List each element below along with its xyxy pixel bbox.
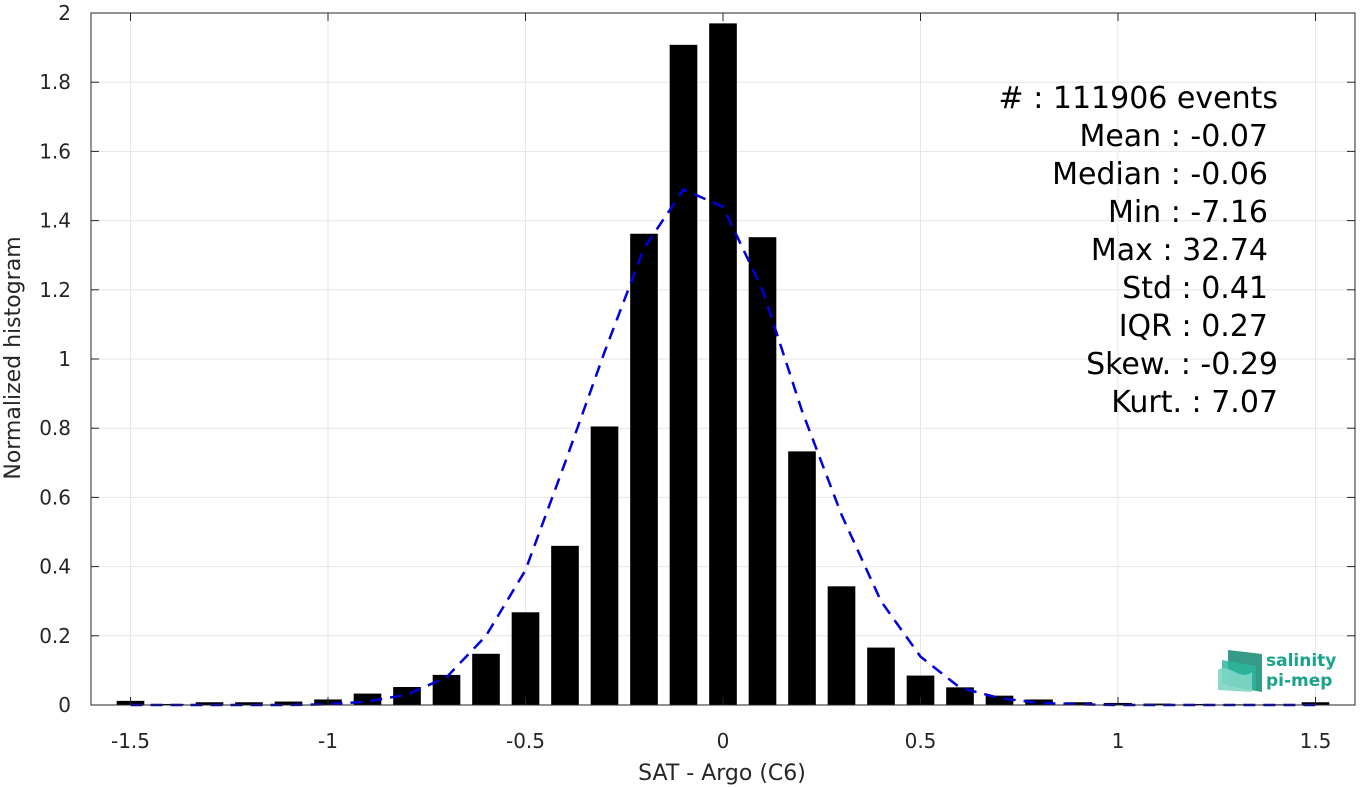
bar-27	[1183, 703, 1211, 705]
bar-1	[156, 703, 184, 705]
y-tick-label-9: 1.8	[39, 70, 71, 94]
x-tick-label-3: 0	[717, 729, 730, 753]
bar-15	[709, 23, 737, 705]
gaussian-fit-line	[130, 187, 1316, 707]
bar-17	[788, 451, 816, 705]
bar-16	[748, 237, 777, 705]
y-tick-label-8: 1.6	[39, 139, 71, 163]
y-tick-label-6: 1.2	[39, 278, 71, 302]
x-axis-label: SAT - Argo (C6)	[638, 761, 806, 786]
axis-ticks	[91, 12, 1355, 706]
bar-11	[551, 545, 579, 705]
stat-std: Std : 0.41	[1122, 271, 1268, 306]
bar-14	[669, 44, 698, 705]
bar-4	[274, 701, 303, 705]
bar-23	[1025, 699, 1053, 705]
stat-median: Median : -0.06	[1052, 157, 1268, 192]
y-tick-label-0: 0	[58, 693, 71, 717]
bar-26	[1143, 703, 1172, 705]
stat-mean: Mean : -0.07	[1079, 119, 1268, 154]
x-tick-label-6: 1.5	[1300, 729, 1332, 753]
bar-3	[235, 702, 263, 705]
y-tick-label-10: 2	[58, 1, 71, 25]
y-tick-labels: 0 0.2 0.4 0.6 0.8 1 1.2 1.4 1.6 1.8 2	[39, 1, 71, 717]
y-tick-label-5: 1	[58, 347, 71, 371]
stat-max: Max : 32.74	[1091, 233, 1268, 268]
y-tick-label-2: 0.4	[39, 555, 71, 579]
x-tick-labels: -1.5 -1 -0.5 0 0.5 1 1.5	[111, 729, 1331, 753]
stat-kurt: Kurt. : 7.07	[1111, 385, 1278, 420]
bar-21	[946, 687, 974, 705]
y-tick-label-4: 0.8	[39, 416, 71, 440]
x-tick-label-1: -1	[318, 729, 338, 753]
bar-8	[432, 674, 461, 705]
stat-events: # : 111906 events	[999, 81, 1278, 116]
bar-19	[867, 647, 895, 705]
y-tick-label-3: 0.6	[39, 485, 71, 509]
stat-min: Min : -7.16	[1108, 195, 1268, 230]
bar-18	[827, 586, 856, 705]
y-tick-label-7: 1.4	[39, 209, 71, 233]
bar-2	[195, 702, 224, 705]
stats-annotation: # : 111906 events Mean : -0.07 Median : …	[999, 81, 1278, 420]
logo-text-line1: salinity	[1266, 651, 1336, 671]
salinity-pi-mep-logo: salinity pi-mep	[1218, 650, 1336, 692]
logo-text-line2: pi-mep	[1266, 671, 1332, 691]
bar-22	[985, 695, 1014, 705]
stat-skew: Skew. : -0.29	[1086, 347, 1278, 382]
bar-9	[472, 653, 500, 705]
x-tick-label-0: -1.5	[111, 729, 150, 753]
stat-iqr: IQR : 0.27	[1119, 309, 1268, 344]
x-tick-label-2: -0.5	[506, 729, 545, 753]
bar-6	[353, 693, 382, 705]
y-axis-label: Normalized histogram	[1, 236, 26, 479]
x-tick-label-5: 1	[1112, 729, 1125, 753]
y-tick-label-1: 0.2	[39, 624, 71, 648]
x-tick-label-4: 0.5	[905, 729, 937, 753]
bar-13	[630, 233, 658, 706]
bar-24	[1064, 702, 1093, 705]
bar-10	[511, 612, 540, 705]
bar-12	[590, 426, 619, 705]
logo-wave-icon	[1218, 650, 1262, 692]
